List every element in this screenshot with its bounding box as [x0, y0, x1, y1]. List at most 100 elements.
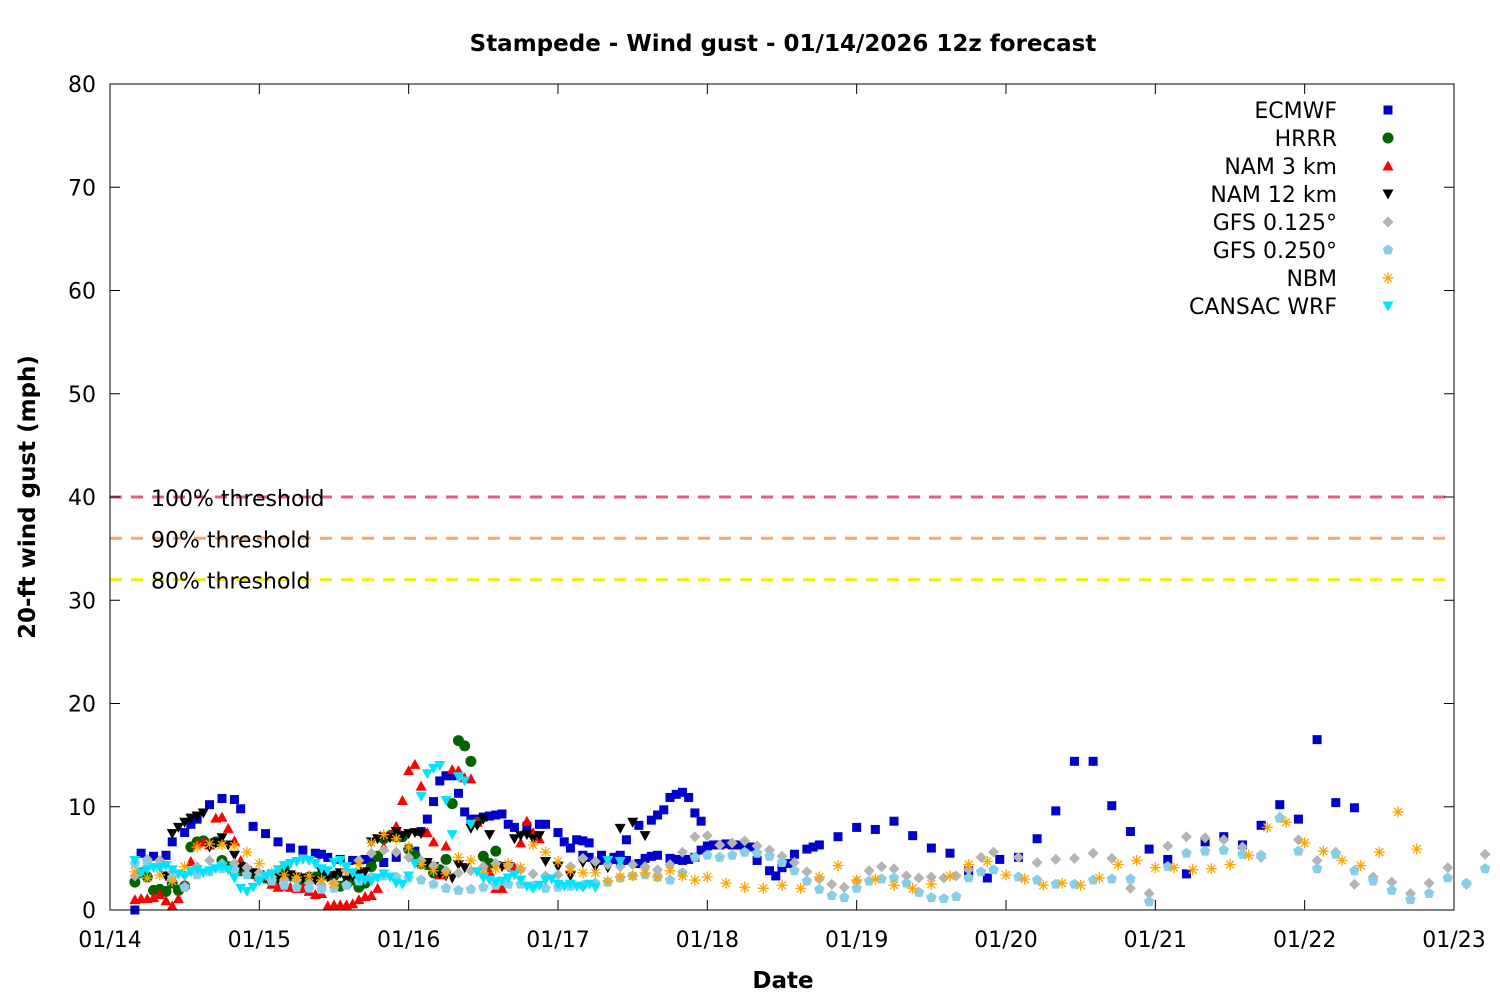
data-point: [509, 822, 519, 832]
data-point: [1256, 820, 1266, 830]
legend-marker: [1382, 160, 1394, 171]
data-point: [1312, 735, 1322, 745]
data-point: [1274, 812, 1285, 823]
legend-label: CANSAC WRF: [1189, 295, 1337, 320]
data-point: [789, 849, 799, 859]
data-point: [534, 819, 544, 829]
data-point: [1163, 854, 1173, 864]
data-point: [609, 854, 619, 864]
data-point: [982, 873, 992, 883]
data-point: [241, 862, 253, 874]
data-point: [533, 880, 545, 891]
data-point: [428, 865, 440, 877]
data-point: [266, 875, 277, 886]
data-point: [365, 847, 377, 859]
data-point: [434, 760, 446, 771]
data-point: [396, 879, 408, 890]
data-point: [851, 882, 862, 893]
data-point: [409, 859, 421, 870]
data-point: [602, 855, 614, 866]
data-point: [217, 793, 227, 803]
data-point: [584, 852, 594, 862]
data-point: [795, 882, 807, 894]
data-point: [1442, 872, 1453, 883]
data-point: [279, 879, 290, 890]
series-nbm: [129, 806, 1423, 894]
x-tick-label: 01/17: [526, 928, 589, 953]
data-point: [913, 872, 925, 884]
x-tick-label: 01/16: [377, 928, 440, 953]
data-point: [659, 805, 669, 815]
y-tick-label: 60: [68, 280, 96, 305]
data-point: [627, 817, 639, 828]
data-point: [577, 867, 589, 879]
data-point: [228, 840, 240, 852]
data-point: [353, 894, 365, 905]
data-point: [502, 858, 514, 870]
data-point: [216, 833, 228, 844]
data-point: [572, 835, 582, 845]
data-point: [752, 855, 762, 865]
data-point: [429, 797, 439, 807]
data-point: [378, 844, 390, 856]
data-point: [558, 881, 570, 892]
data-point: [739, 881, 751, 893]
data-point: [253, 858, 265, 870]
data-point: [179, 861, 191, 873]
data-point: [721, 839, 731, 849]
y-axis-label: 20-ft wind gust (mph): [15, 355, 41, 639]
data-point: [1199, 845, 1211, 856]
data-point: [390, 827, 402, 838]
data-point: [521, 830, 533, 841]
data-point: [602, 875, 614, 887]
data-point: [684, 792, 694, 802]
data-point: [1019, 873, 1031, 885]
data-point: [553, 828, 563, 838]
data-point: [634, 859, 644, 869]
data-point: [702, 849, 713, 860]
data-point: [639, 831, 651, 842]
data-point: [1423, 877, 1435, 889]
data-point: [166, 865, 178, 876]
data-point: [577, 852, 589, 864]
data-point: [1069, 756, 1079, 766]
data-point: [334, 855, 346, 866]
data-point: [652, 871, 664, 883]
data-point: [446, 830, 458, 841]
data-point: [191, 865, 203, 876]
legend-marker: [1382, 272, 1394, 284]
data-point: [614, 856, 626, 867]
data-point: [589, 867, 601, 879]
data-point: [236, 804, 246, 814]
data-point: [1075, 879, 1087, 891]
data-point: [1386, 884, 1397, 895]
data-point: [615, 850, 625, 860]
data-point: [1317, 845, 1329, 857]
data-point: [869, 873, 881, 885]
data-point: [323, 852, 333, 862]
data-point: [684, 854, 694, 864]
data-point: [963, 872, 974, 883]
data-point: [421, 769, 433, 780]
data-point: [471, 867, 483, 878]
data-point: [465, 883, 477, 894]
data-point: [583, 879, 595, 890]
data-point: [403, 871, 415, 882]
data-point: [1037, 879, 1049, 891]
data-point: [166, 875, 178, 887]
x-axis: 01/14 01/15 01/16 01/17 01/18 01/19 01/20 01/21…: [78, 84, 1486, 953]
threshold-lines: 100% threshold 90% threshold 80% threshold: [110, 487, 1454, 595]
data-point: [665, 853, 675, 863]
data-point: [900, 870, 912, 882]
data-point: [348, 855, 358, 865]
data-point: [702, 841, 712, 851]
data-point: [197, 808, 209, 819]
data-point: [690, 808, 700, 818]
data-point: [328, 858, 340, 869]
data-point: [347, 898, 359, 909]
data-point: [527, 834, 539, 845]
data-point: [689, 831, 701, 843]
data-point: [559, 837, 569, 847]
data-point: [185, 867, 197, 878]
data-point: [317, 849, 327, 859]
